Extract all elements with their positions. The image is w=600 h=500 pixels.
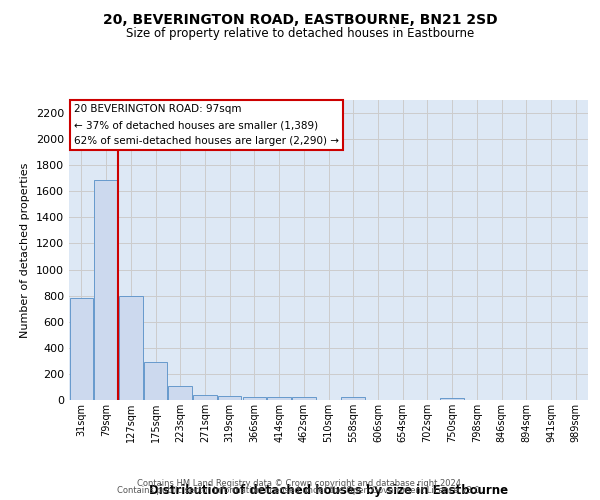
Y-axis label: Number of detached properties: Number of detached properties <box>20 162 31 338</box>
Bar <box>268 397 291 400</box>
Bar <box>169 386 192 400</box>
Text: Contains public sector information licensed under the Open Government Licence v3: Contains public sector information licen… <box>118 486 482 495</box>
Text: 20, BEVERINGTON ROAD, EASTBOURNE, BN21 2SD: 20, BEVERINGTON ROAD, EASTBOURNE, BN21 2… <box>103 12 497 26</box>
Bar <box>70 298 93 400</box>
Bar <box>440 398 464 400</box>
Bar <box>119 296 143 400</box>
Text: 20 BEVERINGTON ROAD: 97sqm
← 37% of detached houses are smaller (1,389)
62% of s: 20 BEVERINGTON ROAD: 97sqm ← 37% of deta… <box>74 104 339 146</box>
Bar <box>94 180 118 400</box>
Bar <box>144 362 167 400</box>
X-axis label: Distribution of detached houses by size in Eastbourne: Distribution of detached houses by size … <box>149 484 508 497</box>
Bar <box>242 396 266 400</box>
Bar <box>341 398 365 400</box>
Bar <box>193 395 217 400</box>
Bar <box>218 396 241 400</box>
Text: Size of property relative to detached houses in Eastbourne: Size of property relative to detached ho… <box>126 28 474 40</box>
Text: Contains HM Land Registry data © Crown copyright and database right 2024.: Contains HM Land Registry data © Crown c… <box>137 478 463 488</box>
Bar <box>292 397 316 400</box>
